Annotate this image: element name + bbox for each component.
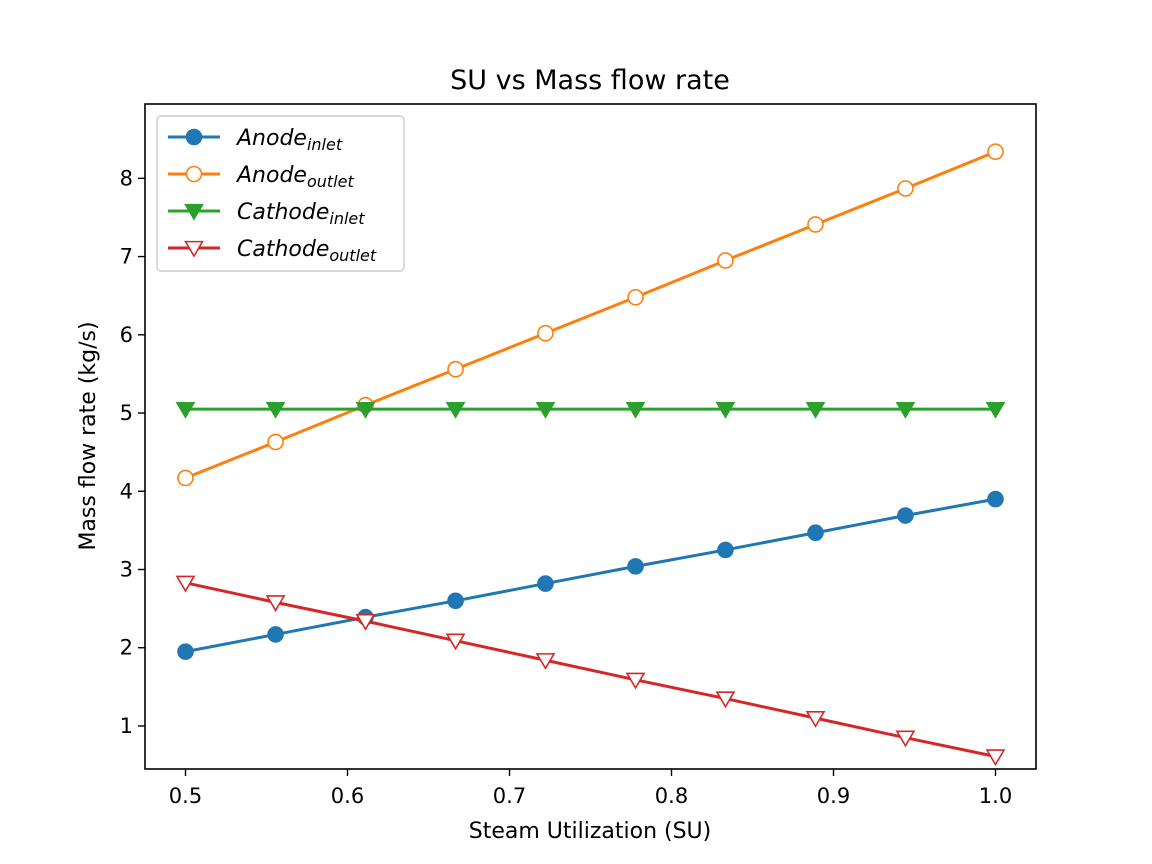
data-point	[895, 401, 916, 419]
x-axis-label: Steam Utilization (SU)	[469, 819, 712, 844]
legend-label-subscript: inlet	[307, 135, 343, 154]
x-tick-label: 0.5	[169, 784, 202, 808]
legend-label: Anodeinlet	[235, 126, 343, 154]
data-point	[535, 653, 556, 670]
data-point	[265, 401, 286, 419]
legend-label: Cathodeoutlet	[237, 237, 377, 265]
data-point	[267, 433, 284, 451]
legend-label: Cathodeinlet	[237, 200, 365, 228]
data-point	[897, 507, 914, 524]
y-axis-label: Mass flow rate (kg/s)	[76, 321, 101, 550]
y-tick-label: 2	[120, 636, 133, 660]
data-point	[987, 490, 1004, 508]
data-point	[175, 575, 196, 593]
chart-title: SU vs Mass flow rate	[450, 65, 730, 96]
x-tick-label: 0.7	[493, 784, 526, 808]
x-tick-label: 0.9	[817, 784, 850, 808]
data-point	[265, 595, 286, 613]
x-tick-label: 1.0	[979, 784, 1012, 808]
y-tick-label: 7	[120, 245, 133, 269]
series-2	[177, 143, 1004, 487]
data-point	[445, 401, 466, 419]
data-point	[805, 710, 826, 728]
data-point	[717, 252, 734, 269]
legend: AnodeinletAnodeoutletCathodeinletCathode…	[156, 115, 405, 272]
y-tick-label: 1	[120, 714, 133, 738]
data-point	[715, 401, 736, 419]
legend-marker	[184, 240, 204, 258]
data-point	[355, 401, 376, 419]
data-point	[447, 592, 464, 610]
x-tick-label: 0.6	[331, 784, 364, 808]
legend-label-subscript: inlet	[329, 209, 365, 228]
legend-label-main: Anode	[235, 126, 307, 151]
data-point	[355, 613, 376, 631]
legend-marker	[184, 203, 204, 221]
legend-item: Anodeinlet	[168, 126, 343, 154]
data-point	[895, 730, 916, 748]
legend-item: Anodeoutlet	[168, 163, 354, 191]
legend-box	[156, 115, 405, 272]
series-3	[175, 401, 1006, 419]
legend-label-main: Cathode	[237, 200, 329, 225]
data-point	[175, 401, 196, 419]
data-point	[807, 216, 824, 233]
data-point	[537, 575, 554, 592]
legend-marker	[185, 128, 203, 146]
series-line	[184, 150, 997, 480]
series-line	[185, 581, 996, 758]
data-point	[715, 691, 736, 709]
y-tick-label: 4	[120, 479, 133, 503]
data-point	[987, 143, 1004, 161]
data-point	[807, 524, 824, 542]
data-point	[445, 633, 466, 651]
data-point	[627, 558, 644, 575]
data-point	[537, 324, 554, 342]
data-point	[627, 288, 644, 306]
data-point	[897, 180, 914, 197]
data-point	[985, 401, 1006, 419]
data-point	[177, 643, 194, 660]
data-point	[177, 469, 194, 487]
data-point	[267, 626, 284, 643]
legend-label-main: Anode	[235, 163, 307, 188]
legend-label: Anodeoutlet	[235, 163, 354, 191]
y-tick-label: 6	[120, 323, 133, 347]
data-point	[625, 672, 646, 690]
data-point	[447, 360, 464, 378]
series-line	[185, 497, 996, 654]
data-point	[805, 401, 826, 419]
series-4	[175, 575, 1006, 767]
plot-frame	[144, 103, 1037, 770]
x-tick-label: 0.8	[655, 784, 688, 808]
data-point	[535, 401, 556, 419]
legend-label-main: Cathode	[237, 237, 329, 262]
y-tick-label: 8	[120, 166, 133, 190]
y-tick-label: 5	[120, 401, 133, 425]
legend-item: Cathodeinlet	[168, 200, 365, 228]
legend-marker	[185, 165, 203, 183]
legend-item: Cathodeoutlet	[168, 237, 377, 265]
y-tick-label: 3	[120, 558, 133, 582]
data-point	[985, 749, 1006, 767]
data-point	[625, 401, 646, 419]
legend-label-subscript: outlet	[307, 172, 354, 191]
legend-label-subscript: outlet	[329, 246, 376, 265]
data-point	[717, 541, 734, 559]
